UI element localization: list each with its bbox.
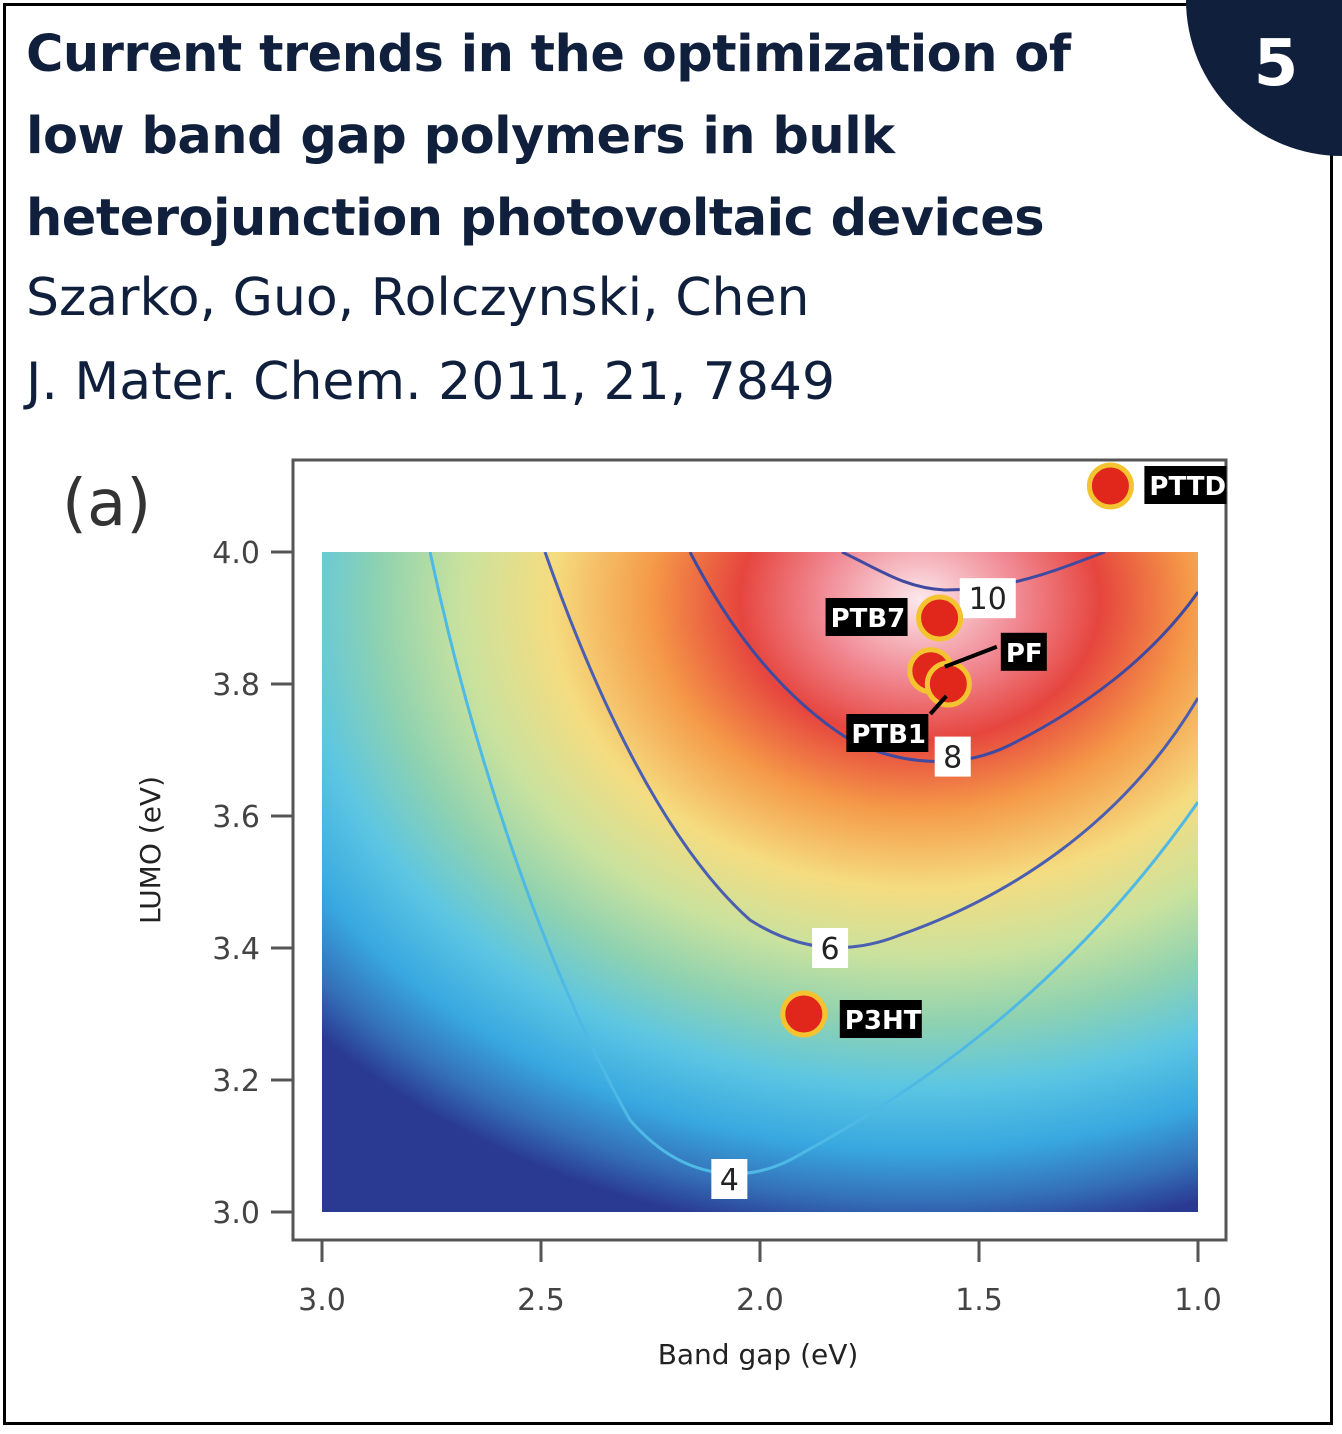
contour-label: 4 [720,1163,739,1198]
y-tick-label: 4.0 [212,536,260,571]
contour-label-box [934,736,971,777]
contour-chart: (a) 3.0 2.5 2.0 1.5 1.0 3.0 3.2 3.4 3.6 3.8 4.0 4 6… [62,458,1228,1371]
y-tick-label: 3.2 [212,1064,260,1099]
y-tick-label: 3.0 [212,1196,260,1231]
y-tick-label: 3.4 [212,932,260,967]
pointer-arrow [928,694,948,716]
x-tick-label: 1.0 [1174,1283,1222,1318]
author-list: Szarko, Guo, Rolczynski, Chen [26,268,810,328]
contour-labels: 4 6 8 10 [711,578,1016,1199]
data-markers: PTTD PTB7 PF PTB1 P3HT [780,462,1227,1038]
contour-label-box [812,928,849,968]
panel-label: (a) [62,467,151,541]
paper-title: Current trends in the optimization of lo… [26,14,1166,260]
x-tick-label: 2.5 [517,1283,565,1318]
contour-label: 8 [943,741,962,776]
x-axis-title: Band gap (eV) [658,1338,859,1371]
contour-line-4 [428,552,1198,1176]
contour-label: 6 [821,932,840,967]
slide-number-badge: 5 [1253,27,1299,101]
title-line: heterojunction photovoltaic devices [26,189,1045,248]
contour-label: 10 [969,582,1007,617]
contour-label-box [711,1159,748,1199]
point-label-box [846,714,929,752]
point-label-box [839,1000,922,1038]
marker-ptb7 [916,594,964,642]
title-line: Current trends in the optimization of [26,25,1071,84]
contour-line-8 [688,552,1198,763]
point-label-pttd: PTTD [1149,472,1226,502]
point-label-box [1144,466,1227,504]
y-axis-title: LUMO (eV) [134,776,167,924]
marker-pttd [1086,462,1134,510]
marker-ptb1 [924,660,972,708]
y-tick-label: 3.8 [212,668,260,703]
x-tick-label: 2.0 [736,1283,784,1318]
contour-lines [428,552,1198,1176]
title-line: low band gap polymers in bulk [26,107,895,166]
x-tick-label: 3.0 [298,1283,346,1318]
point-label-box [825,598,908,636]
contour-label-box [959,578,1016,619]
x-tick-label: 1.5 [955,1283,1003,1318]
point-label-p3ht: P3HT [845,1006,922,1036]
y-tick-label: 3.6 [212,800,260,835]
point-label-pf: PF [1006,639,1043,669]
journal-citation: J. Mater. Chem. 2011, 21, 7849 [26,352,836,412]
pointer-arrow [944,644,998,669]
point-label-ptb7: PTB7 [831,604,906,634]
axis-ticks: 3.0 2.5 2.0 1.5 1.0 3.0 3.2 3.4 3.6 3.8 4.0 [212,536,1222,1318]
marker-p3ht [780,990,828,1038]
point-label-ptb1: PTB1 [851,720,926,750]
contour-line-10 [841,552,1106,592]
point-label-box [1000,632,1047,671]
